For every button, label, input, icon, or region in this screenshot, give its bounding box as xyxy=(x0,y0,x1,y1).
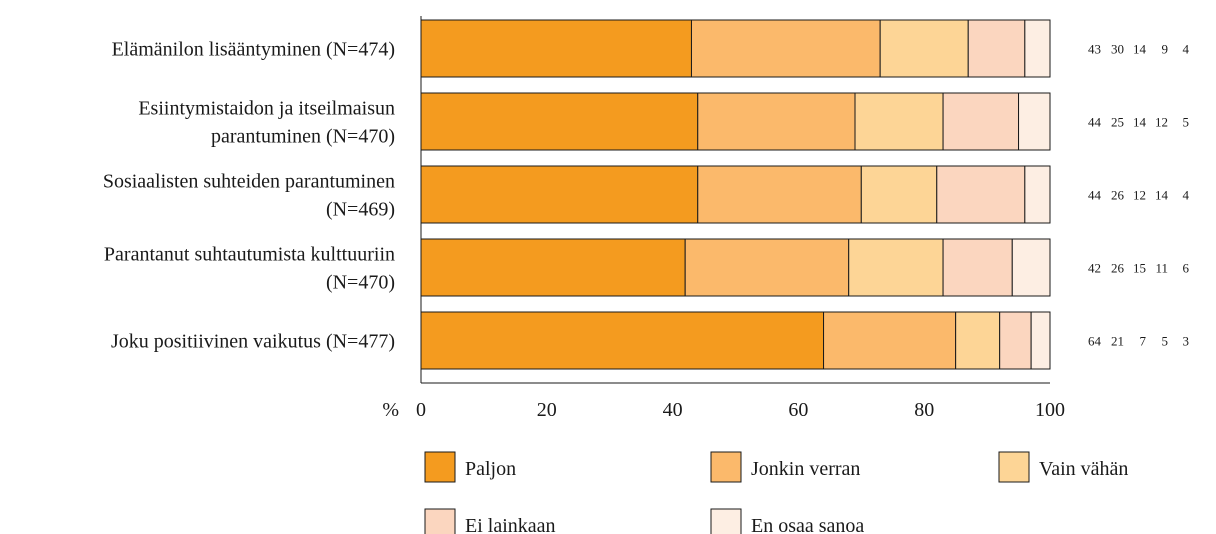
bar-segment xyxy=(420,238,686,297)
x-axis-label: % xyxy=(382,399,399,421)
bar-segment xyxy=(942,92,1020,151)
bar-segment xyxy=(697,92,856,151)
bar-segment xyxy=(848,238,944,297)
category-label: (N=469) xyxy=(326,199,395,221)
legend-label: Vain vähän xyxy=(1039,458,1128,480)
legend-swatch xyxy=(998,451,1030,483)
legend-swatch xyxy=(710,508,742,534)
bar-segment xyxy=(420,92,699,151)
bar-segment xyxy=(1024,165,1051,224)
legend-swatch xyxy=(710,451,742,483)
bar-frame xyxy=(420,92,1051,151)
data-label: 21 xyxy=(1111,334,1124,349)
data-label: 12 xyxy=(1155,115,1168,130)
bar-segment xyxy=(879,19,969,78)
x-tick-label: 80 xyxy=(914,399,934,421)
data-label: 3 xyxy=(1183,334,1190,349)
x-tick-label: 60 xyxy=(788,399,808,421)
bar-segment xyxy=(854,92,944,151)
data-label: 11 xyxy=(1155,261,1168,276)
bar-frame xyxy=(420,238,1051,297)
bar-segment xyxy=(420,19,692,78)
x-tick-label: 40 xyxy=(663,399,683,421)
x-tick-label: 0 xyxy=(416,399,426,421)
data-label: 6 xyxy=(1183,261,1190,276)
category-label: (N=470) xyxy=(326,272,395,294)
bar-frame xyxy=(420,165,1051,224)
bar-segment xyxy=(420,165,699,224)
data-label: 43 xyxy=(1088,42,1101,57)
bar-segment xyxy=(967,19,1026,78)
data-label: 44 xyxy=(1088,115,1102,130)
x-tick-label: 100 xyxy=(1035,399,1065,421)
category-label: Esiintymistaidon ja itseilmaisun xyxy=(138,98,395,120)
bar-segment xyxy=(697,165,862,224)
bar-segment xyxy=(955,311,1001,370)
data-label: 25 xyxy=(1111,115,1124,130)
data-label: 44 xyxy=(1088,188,1102,203)
category-label: parantuminen (N=470) xyxy=(211,126,395,148)
data-label: 26 xyxy=(1111,188,1125,203)
legend-label: Jonkin verran xyxy=(751,458,860,480)
bar-segment xyxy=(999,311,1032,370)
bar-segment xyxy=(1018,92,1051,151)
category-label: Sosiaalisten suhteiden parantuminen xyxy=(103,171,395,193)
data-label: 14 xyxy=(1155,188,1169,203)
data-label: 4 xyxy=(1183,188,1190,203)
legend-label: Paljon xyxy=(465,458,516,480)
data-label: 9 xyxy=(1162,42,1169,57)
category-label: Joku positiivinen vaikutus (N=477) xyxy=(111,331,395,353)
x-tick-label: 20 xyxy=(537,399,557,421)
data-label: 42 xyxy=(1088,261,1101,276)
legend-swatch xyxy=(424,451,456,483)
category-label: Parantanut suhtautumista kulttuuriin xyxy=(104,244,395,266)
data-label: 15 xyxy=(1133,261,1146,276)
bar-segment xyxy=(860,165,938,224)
data-label: 64 xyxy=(1088,334,1102,349)
data-label: 5 xyxy=(1183,115,1190,130)
legend-swatch xyxy=(424,508,456,534)
category-label: Elämänilon lisääntyminen (N=474) xyxy=(112,39,395,61)
data-label: 7 xyxy=(1140,334,1147,349)
bar-segment xyxy=(1030,311,1051,370)
bar-segment xyxy=(823,311,957,370)
bar-frame xyxy=(420,311,1051,370)
data-label: 30 xyxy=(1111,42,1124,57)
bar-frame xyxy=(420,19,1051,78)
data-label: 26 xyxy=(1111,261,1125,276)
data-label: 4 xyxy=(1183,42,1190,57)
legend-label: En osaa sanoa xyxy=(751,515,864,534)
bar-segment xyxy=(684,238,850,297)
bar-segment xyxy=(1011,238,1051,297)
bar-segment xyxy=(942,238,1013,297)
bar-segment xyxy=(936,165,1026,224)
data-label: 12 xyxy=(1133,188,1146,203)
data-label: 14 xyxy=(1133,115,1147,130)
data-label: 14 xyxy=(1133,42,1147,57)
bar-segment xyxy=(690,19,881,78)
bar-segment xyxy=(420,311,825,370)
bar-segment xyxy=(1024,19,1051,78)
data-label: 5 xyxy=(1162,334,1169,349)
legend-label: Ei lainkaan xyxy=(465,515,556,534)
